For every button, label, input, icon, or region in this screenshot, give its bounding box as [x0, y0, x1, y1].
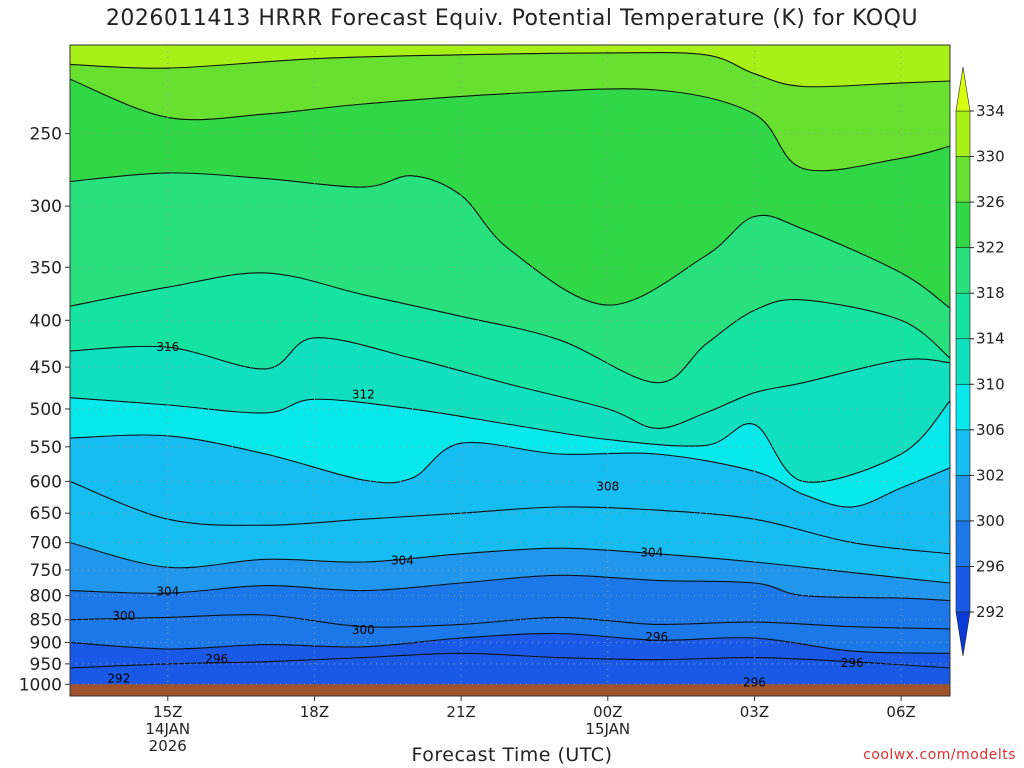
colorbar-label-310: 310 [976, 375, 1005, 393]
contour-line-298 [70, 614, 950, 630]
colorbar-arrow-top [955, 66, 971, 112]
contour-lines [70, 51, 950, 669]
contour-line-294 [70, 652, 950, 669]
contour-line-304 [70, 480, 950, 555]
colorbar-label-314: 314 [976, 330, 1005, 348]
y-tick-label-700: 700 [30, 534, 62, 554]
colorbar-segment-314 [955, 292, 971, 340]
colorbar-segment-318 [955, 247, 971, 294]
contour-label-6: 300 [112, 609, 135, 623]
colorbar-segment-300 [955, 475, 971, 522]
contour-label-1: 312 [352, 387, 375, 401]
y-tick-label-550: 550 [30, 438, 62, 458]
contour-line-314 [70, 337, 950, 429]
y-tick-label-250: 250 [30, 125, 62, 145]
contour-label-5: 304 [156, 585, 179, 599]
colorbar-label-322: 322 [976, 239, 1005, 257]
y-tick-label-800: 800 [30, 587, 62, 607]
y-tick-label-750: 750 [30, 561, 62, 581]
colorbar-segment-302 [955, 429, 971, 476]
y-tick-label-400: 400 [30, 311, 62, 331]
colorbar-segment-296 [955, 520, 971, 567]
contour-label-8: 296 [645, 630, 668, 644]
x-tick-label-15Z-2: 2026 [149, 737, 187, 755]
colorbar-label-292: 292 [976, 603, 1005, 621]
colorbar-label-330: 330 [976, 148, 1005, 166]
x-tick-label-21Z-0: 21Z [446, 703, 475, 721]
y-tick-label-450: 450 [30, 358, 62, 378]
contour-label-10: 296 [841, 656, 864, 670]
contour-line-326 [70, 78, 950, 172]
contour-line-300 [70, 574, 950, 602]
filled-contour-bands [70, 45, 950, 696]
colorbar: 292 296 300 302 306 310 314 318 322 326 330 334 [955, 66, 1005, 657]
contour-label-0: 316 [156, 340, 179, 354]
colorbar-label-296: 296 [976, 557, 1005, 575]
contour-line-310 [70, 397, 950, 483]
contour-label-7: 300 [352, 623, 375, 637]
credit-link[interactable]: coolwx.com/modelts [863, 747, 1016, 763]
colorbar-segment-322 [955, 201, 971, 248]
colorbar-label-334: 334 [976, 102, 1005, 120]
x-tick-label-06Z-0: 06Z [886, 703, 915, 721]
contour-label-2: 308 [596, 480, 619, 494]
contour-label-3: 304 [391, 553, 414, 567]
y-tick-label-600: 600 [30, 472, 62, 492]
contour-line-318 [70, 272, 950, 384]
x-tick-label-00Z-1: 15JAN [585, 720, 630, 738]
ground-strip [70, 684, 950, 696]
colorbar-segment-310 [955, 338, 971, 385]
colorbar-arrow-bottom [955, 611, 971, 657]
contour-line-322 [70, 172, 950, 309]
y-tick-label-500: 500 [30, 400, 62, 420]
grid-lines [70, 45, 950, 696]
x-tick-label-18Z-0: 18Z [300, 703, 329, 721]
contour-labels: 316 312 308 304 304 304 300 300 296 296 296 292 296 [107, 340, 864, 689]
colorbar-label-300: 300 [976, 512, 1005, 530]
y-tick-label-850: 850 [30, 611, 62, 631]
y-tick-label-650: 650 [30, 504, 62, 524]
colorbar-segment-326 [955, 156, 971, 203]
colorbar-label-318: 318 [976, 284, 1005, 302]
y-axis: 2503003504004505005506006507007508008509… [19, 125, 70, 695]
y-tick-label-900: 900 [30, 633, 62, 653]
contour-label-9: 296 [205, 652, 228, 666]
colorbar-label-302: 302 [976, 466, 1005, 484]
contour-line-302 [70, 542, 950, 584]
colorbar-segment-292 [955, 566, 971, 613]
y-tick-label-350: 350 [30, 258, 62, 278]
colorbar-segment-330 [955, 110, 971, 157]
chart-title: 2026011413 HRRR Forecast Equiv. Potentia… [105, 6, 919, 31]
x-tick-label-15Z-0: 15Z [153, 703, 182, 721]
colorbar-label-326: 326 [976, 193, 1005, 211]
contour-line-306 [70, 434, 950, 508]
x-axis-label: Forecast Time (UTC) [411, 744, 613, 766]
y-tick-label-1000: 1000 [19, 675, 62, 695]
contour-line-330 [70, 51, 950, 88]
contour-label-4: 304 [640, 546, 663, 560]
y-tick-label-950: 950 [30, 655, 62, 675]
x-tick-label-15Z-1: 14JAN [145, 720, 190, 738]
contour-label-11: 292 [107, 671, 130, 685]
contour-label-12: 296 [743, 675, 766, 689]
contour-line-296 [70, 632, 950, 654]
plot-frame [69, 44, 951, 697]
colorbar-label-306: 306 [976, 421, 1005, 439]
colorbar-segment-306 [955, 383, 971, 431]
x-tick-label-00Z-0: 00Z [593, 703, 622, 721]
y-tick-label-300: 300 [30, 197, 62, 217]
x-tick-label-03Z-0: 03Z [740, 703, 769, 721]
